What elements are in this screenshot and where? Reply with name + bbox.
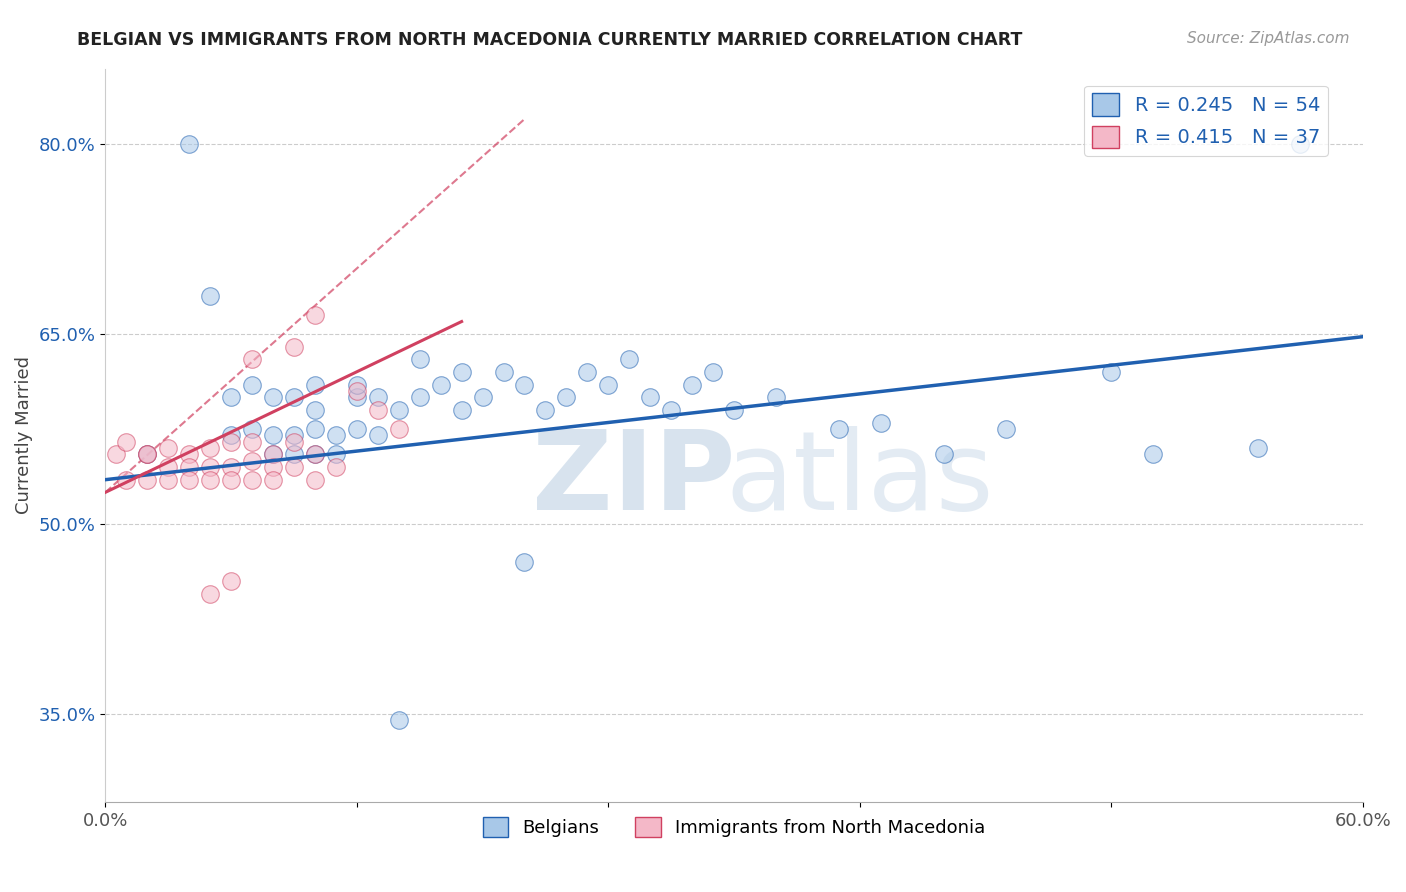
Point: [262, 460, 284, 475]
Point: [723, 403, 745, 417]
Point: [283, 340, 305, 354]
Point: [283, 447, 305, 461]
Point: [367, 403, 389, 417]
Point: [262, 447, 284, 461]
Point: [346, 391, 368, 405]
Text: atlas: atlas: [725, 425, 994, 533]
Point: [240, 377, 263, 392]
Point: [219, 574, 242, 588]
Point: [304, 473, 326, 487]
Point: [932, 447, 955, 461]
Point: [367, 428, 389, 442]
Point: [409, 391, 432, 405]
Text: BELGIAN VS IMMIGRANTS FROM NORTH MACEDONIA CURRENTLY MARRIED CORRELATION CHART: BELGIAN VS IMMIGRANTS FROM NORTH MACEDON…: [77, 31, 1022, 49]
Point: [450, 365, 472, 379]
Point: [304, 308, 326, 322]
Point: [136, 447, 159, 461]
Point: [219, 428, 242, 442]
Y-axis label: Currently Married: Currently Married: [15, 357, 32, 515]
Point: [346, 384, 368, 398]
Point: [240, 453, 263, 467]
Point: [702, 365, 724, 379]
Text: Source: ZipAtlas.com: Source: ZipAtlas.com: [1187, 31, 1350, 46]
Point: [388, 422, 411, 436]
Point: [1288, 137, 1310, 152]
Point: [115, 434, 138, 449]
Point: [219, 434, 242, 449]
Point: [262, 428, 284, 442]
Point: [409, 352, 432, 367]
Point: [179, 460, 201, 475]
Point: [240, 434, 263, 449]
Point: [157, 473, 180, 487]
Point: [240, 352, 263, 367]
Point: [555, 391, 578, 405]
Text: ZIP: ZIP: [531, 425, 735, 533]
Point: [136, 473, 159, 487]
Point: [325, 447, 347, 461]
Point: [471, 391, 494, 405]
Point: [198, 586, 221, 600]
Point: [513, 377, 536, 392]
Point: [179, 473, 201, 487]
Point: [283, 434, 305, 449]
Point: [179, 447, 201, 461]
Point: [157, 460, 180, 475]
Point: [104, 447, 127, 461]
Point: [283, 391, 305, 405]
Point: [240, 422, 263, 436]
Point: [638, 391, 661, 405]
Point: [828, 422, 851, 436]
Point: [388, 403, 411, 417]
Point: [198, 289, 221, 303]
Point: [262, 447, 284, 461]
Point: [492, 365, 515, 379]
Point: [198, 441, 221, 455]
Point: [240, 473, 263, 487]
Point: [304, 403, 326, 417]
Point: [325, 460, 347, 475]
Point: [450, 403, 472, 417]
Point: [619, 352, 641, 367]
Point: [115, 473, 138, 487]
Point: [283, 460, 305, 475]
Point: [304, 377, 326, 392]
Point: [995, 422, 1018, 436]
Point: [598, 377, 620, 392]
Point: [869, 416, 891, 430]
Point: [388, 713, 411, 727]
Point: [659, 403, 682, 417]
Point: [304, 422, 326, 436]
Point: [367, 391, 389, 405]
Point: [534, 403, 557, 417]
Legend: Belgians, Immigrants from North Macedonia: Belgians, Immigrants from North Macedoni…: [475, 809, 993, 845]
Point: [1142, 447, 1164, 461]
Point: [198, 460, 221, 475]
Point: [262, 391, 284, 405]
Point: [325, 428, 347, 442]
Point: [681, 377, 703, 392]
Point: [283, 428, 305, 442]
Point: [198, 473, 221, 487]
Point: [429, 377, 451, 392]
Point: [179, 137, 201, 152]
Point: [1099, 365, 1122, 379]
Point: [136, 447, 159, 461]
Point: [346, 422, 368, 436]
Point: [219, 460, 242, 475]
Point: [346, 377, 368, 392]
Point: [304, 447, 326, 461]
Point: [262, 473, 284, 487]
Point: [1247, 441, 1270, 455]
Point: [157, 441, 180, 455]
Point: [765, 391, 787, 405]
Point: [513, 555, 536, 569]
Point: [219, 473, 242, 487]
Point: [576, 365, 599, 379]
Point: [304, 447, 326, 461]
Point: [136, 447, 159, 461]
Point: [219, 391, 242, 405]
